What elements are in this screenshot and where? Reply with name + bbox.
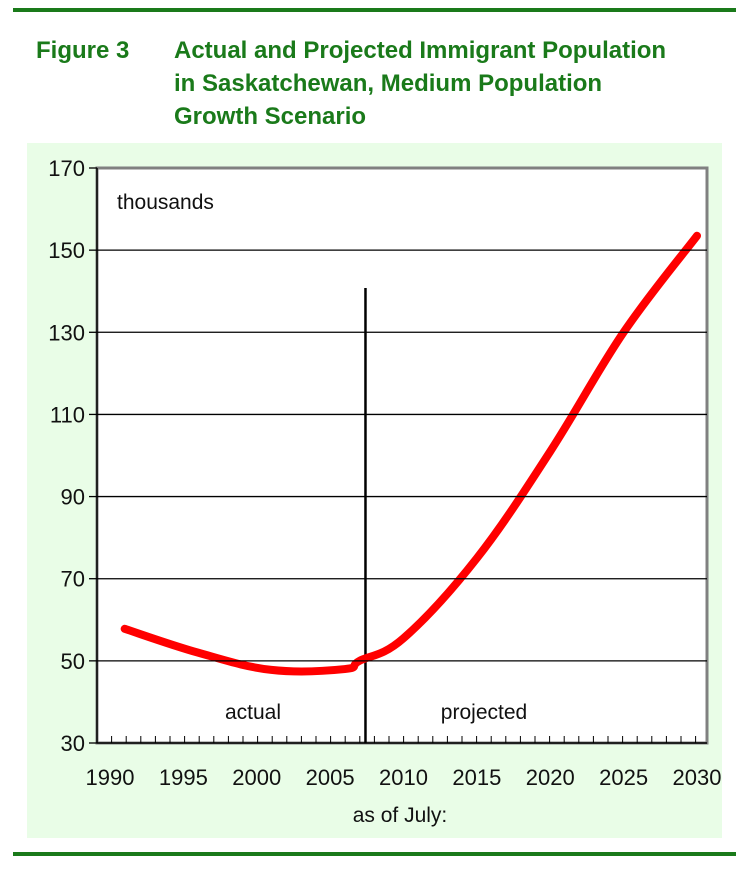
- x-tick-label: 2025: [599, 765, 648, 790]
- units-label: thousands: [117, 191, 214, 214]
- x-tick-label: 2015: [452, 765, 501, 790]
- x-tick-label: 2030: [673, 765, 722, 790]
- y-tick-label: 70: [61, 567, 85, 592]
- x-axis-title: as of July:: [353, 804, 448, 827]
- projected-label: projected: [441, 701, 527, 724]
- y-tick-label: 110: [50, 402, 85, 427]
- x-axis: 1990 1995 2000 2005 2010 2015 2020 2025 2030: [86, 736, 722, 790]
- y-tick-label: 130: [48, 320, 85, 345]
- x-tick-label: 2000: [232, 765, 281, 790]
- top-rule: [13, 8, 736, 12]
- bottom-rule: [13, 852, 736, 856]
- x-tick-label: 2005: [306, 765, 355, 790]
- actual-label: actual: [225, 701, 281, 724]
- plot-area: [95, 166, 709, 745]
- y-tick-label: 50: [61, 649, 85, 674]
- title-line-1: Actual and Projected Immigrant Populatio…: [174, 37, 667, 64]
- y-tick-label: 170: [48, 156, 85, 181]
- gridlines: [97, 249, 707, 662]
- series-line: [120, 231, 701, 676]
- figure-title-text: Actual and Projected Immigrant Populatio…: [174, 34, 750, 133]
- figure-number: Figure 3: [36, 37, 130, 64]
- title-line-3: Growth Scenario: [174, 103, 367, 130]
- y-axis: 30 50 70 90 110 130 150 170: [48, 156, 98, 756]
- y-tick-label: 150: [48, 238, 85, 263]
- x-tick-label: 1995: [159, 765, 208, 790]
- title-line-2: in Saskatchewan, Medium Population: [174, 70, 603, 97]
- y-tick-label: 30: [61, 731, 85, 756]
- x-tick-label: 2010: [379, 765, 428, 790]
- x-tick-label: 1990: [86, 765, 135, 790]
- x-tick-label: 2020: [526, 765, 575, 790]
- y-tick-label: 90: [61, 485, 85, 510]
